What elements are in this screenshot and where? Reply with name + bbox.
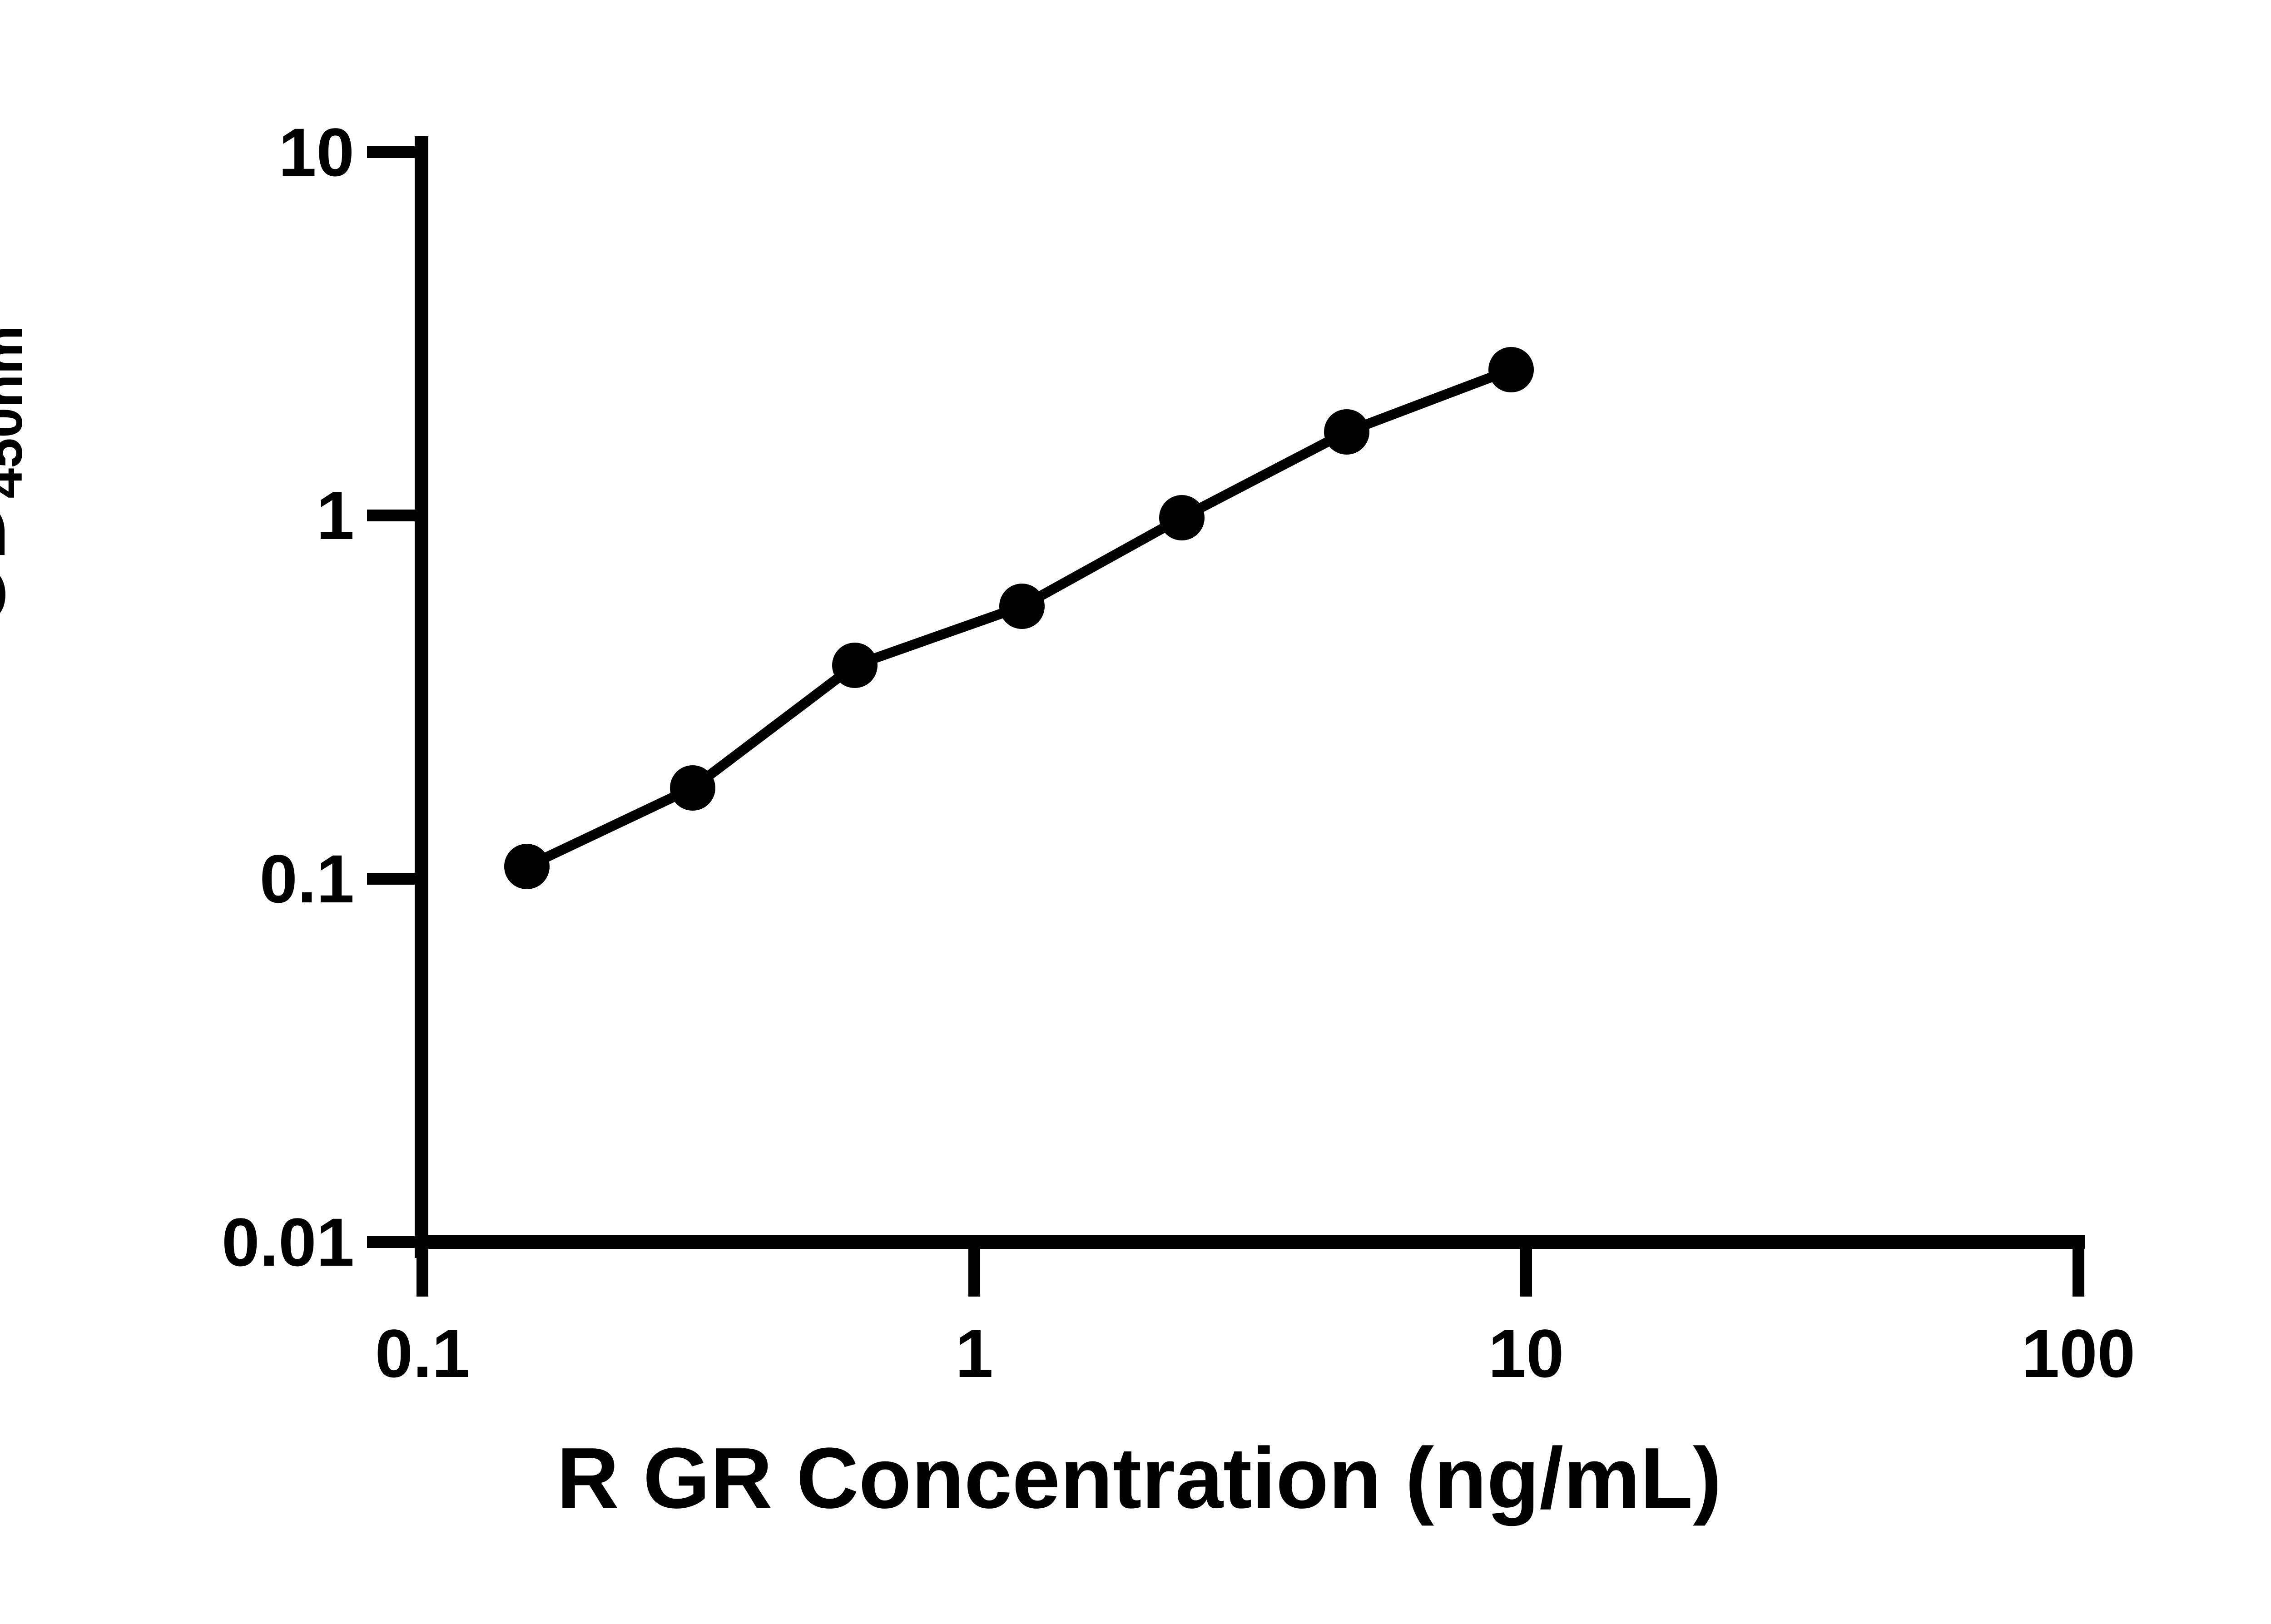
data-point	[1324, 409, 1369, 455]
y-tick-label-0-1: 0.1	[259, 841, 354, 917]
x-axis-ticks	[417, 1242, 2084, 1297]
data-point	[670, 765, 715, 811]
data-point	[1488, 347, 1534, 392]
y-tick-label-1: 1	[316, 477, 354, 554]
y-tick-label-0-01: 0.01	[222, 1204, 354, 1280]
data-points	[504, 347, 1534, 889]
data-point	[1159, 495, 1205, 540]
y-axis-title-main: OD	[0, 498, 23, 628]
y-axis-title: OD450nm	[0, 159, 34, 795]
y-axis-title-subscript: 450nm	[0, 326, 34, 499]
x-tick-label-0-1: 0.1	[375, 1315, 470, 1391]
x-tick-label-100: 100	[2021, 1315, 2136, 1391]
x-tick-label-1: 1	[955, 1315, 993, 1391]
data-point	[832, 643, 878, 688]
x-axis-title: R GR Concentration (ng/mL)	[556, 1430, 1722, 1526]
data-point	[504, 844, 550, 889]
y-axis-ticks	[367, 146, 421, 1248]
y-tick-label-10: 10	[278, 114, 354, 190]
data-point	[999, 584, 1045, 629]
x-tick-label-10: 10	[1488, 1315, 1564, 1391]
